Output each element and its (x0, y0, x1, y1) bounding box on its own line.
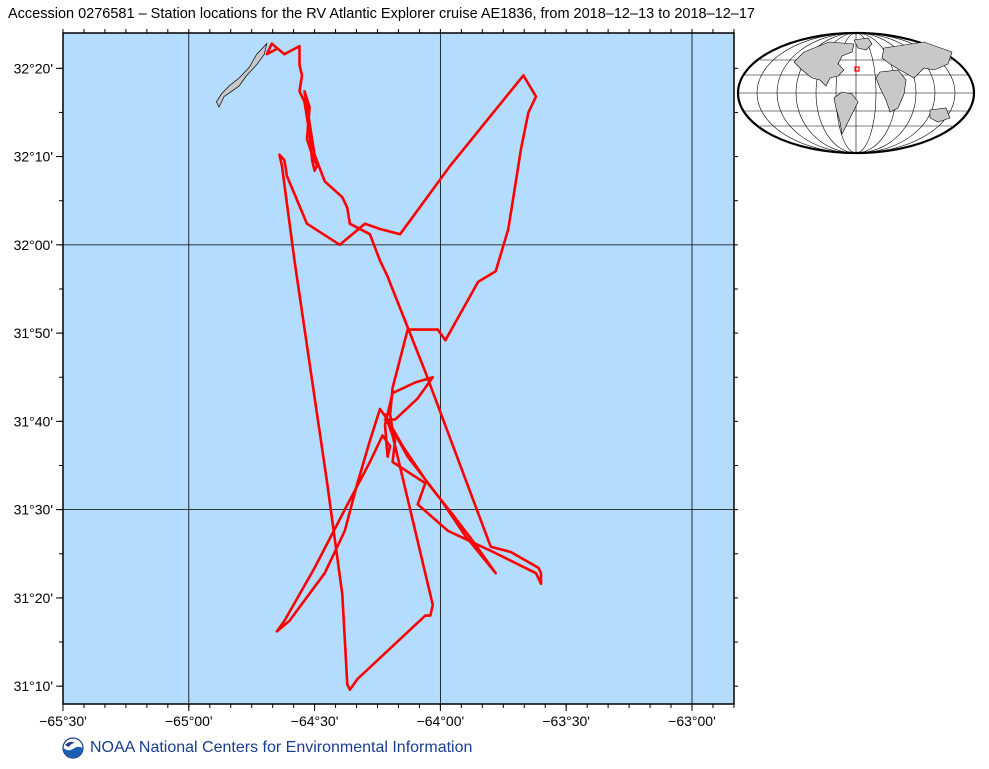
longitude-label: −63°30' (542, 713, 590, 729)
latitude-label: 32°00' (14, 237, 53, 253)
latitude-label: 31°30' (14, 502, 53, 518)
cruise-location-marker (854, 66, 860, 72)
globe-land (793, 37, 953, 135)
noaa-logo-icon (62, 737, 84, 759)
bermuda-island (216, 42, 268, 108)
axis-ticks (56, 29, 738, 711)
axis-labels: −65°30' −65°00' −64°30' −64°00' −63°30' −63°0… (14, 60, 716, 729)
latitude-label: 31°50' (14, 325, 53, 341)
cruise-track (265, 42, 543, 692)
map-title: Accession 0276581 – Station locations fo… (8, 6, 755, 22)
latitude-label: 31°10' (14, 678, 53, 694)
world-locator-map (736, 31, 976, 155)
footer: NOAA National Centers for Environmental … (62, 736, 472, 760)
latitude-label: 31°40' (14, 413, 53, 429)
longitude-label: −64°30' (291, 713, 339, 729)
longitude-label: −64°00' (417, 713, 465, 729)
longitude-label: −63°00' (668, 713, 716, 729)
latitude-label: 32°20' (14, 60, 53, 76)
latitude-label: 31°20' (14, 590, 53, 606)
graticule (63, 33, 734, 704)
longitude-label: −65°00' (165, 713, 213, 729)
longitude-label: −65°30' (39, 713, 87, 729)
latitude-label: 32°10' (14, 149, 53, 165)
footer-text: NOAA National Centers for Environmental … (90, 739, 473, 756)
